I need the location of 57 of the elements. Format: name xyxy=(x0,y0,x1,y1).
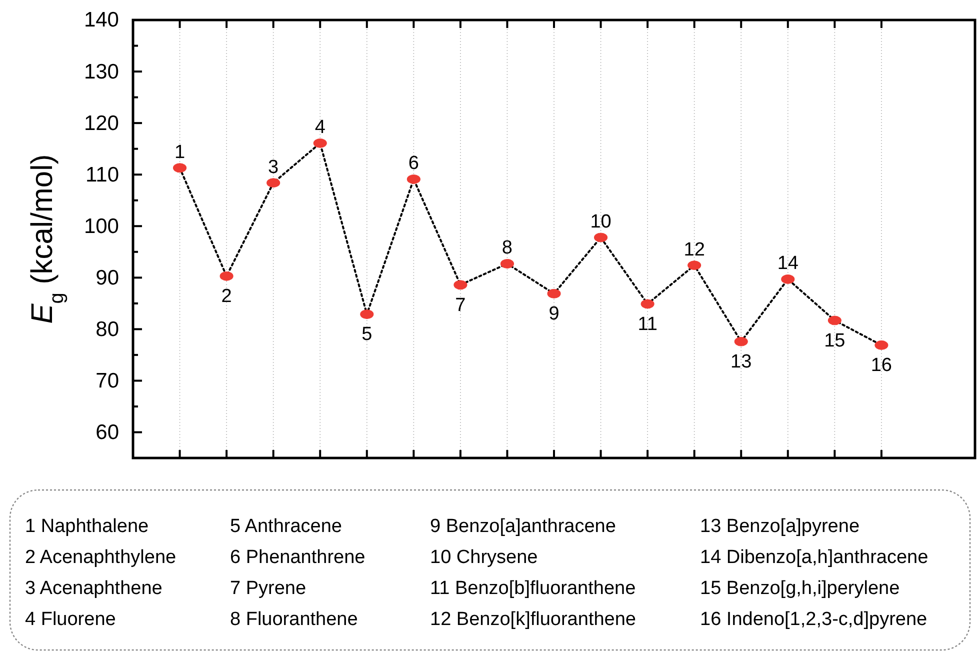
point xyxy=(594,232,608,242)
x-tick-label: 9 xyxy=(548,304,560,325)
x-tick-label: 1 xyxy=(174,142,186,163)
point xyxy=(828,316,842,326)
y-tick-label: 120 xyxy=(84,112,119,135)
text: 5 Anthracene xyxy=(230,516,342,537)
x-tick-label: 14 xyxy=(777,253,799,274)
text: 9 Benzo[a]anthracene xyxy=(430,516,616,537)
point xyxy=(360,309,374,319)
x-tick-label: 4 xyxy=(314,117,326,138)
point xyxy=(500,258,514,268)
text: 15 Benzo[g,h,i]perylene xyxy=(700,578,900,599)
point xyxy=(454,280,468,290)
text: 11 Benzo[b]fluoranthene xyxy=(430,578,636,599)
x-tick-label: 3 xyxy=(268,156,279,178)
text: 6 Phenanthrene xyxy=(230,547,366,568)
point xyxy=(734,336,748,346)
x-tick-label: 5 xyxy=(362,324,372,346)
x-tick-label: 8 xyxy=(502,238,513,259)
text: 4 Fluorene xyxy=(25,609,116,630)
x-tick-label: 6 xyxy=(408,153,419,174)
text: 2 Acenaphthylene xyxy=(25,547,176,568)
text: 12 Benzo[k]fluoranthene xyxy=(430,609,636,630)
text: 1 Naphthalene xyxy=(25,516,149,537)
point xyxy=(313,138,327,148)
point xyxy=(266,178,280,188)
y-tick-label: 60 xyxy=(96,420,119,444)
text: 8 Fluoranthene xyxy=(230,609,358,630)
y-tick-label: 90 xyxy=(96,266,119,290)
y-tick-label: 110 xyxy=(86,163,119,186)
text: 14 Dibenzo[a,h]anthracene xyxy=(700,547,928,568)
x-tick-label: 12 xyxy=(684,239,705,260)
y-tick-label: 70 xyxy=(96,369,119,392)
text: 13 Benzo[a]pyrene xyxy=(700,516,860,537)
x-tick-label: 16 xyxy=(870,355,892,376)
x-tick-label: 13 xyxy=(730,352,752,373)
point xyxy=(874,340,888,350)
y-tick-label: 80 xyxy=(96,318,119,341)
text: 16 Indeno[1,2,3-c,d]pyrene xyxy=(700,609,928,630)
y-tick-label: 140 xyxy=(84,8,119,32)
y-tick-label: 130 xyxy=(84,60,119,84)
text: 10 Chrysene xyxy=(430,547,538,568)
point xyxy=(547,288,561,298)
x-tick-label: 7 xyxy=(455,294,466,316)
point xyxy=(640,299,654,309)
text: 7 Pyrene xyxy=(230,578,306,599)
x-tick-label: 10 xyxy=(590,211,612,232)
point xyxy=(781,274,795,284)
x-tick-label: 2 xyxy=(221,286,232,308)
point xyxy=(688,260,702,270)
point xyxy=(406,174,420,184)
point xyxy=(173,163,187,173)
point xyxy=(220,271,234,281)
x-tick-label: 15 xyxy=(824,330,846,352)
x-tick-label: 11 xyxy=(638,314,658,335)
text: 3 Acenaphthene xyxy=(25,578,162,599)
y-tick-label: 100 xyxy=(84,214,119,238)
